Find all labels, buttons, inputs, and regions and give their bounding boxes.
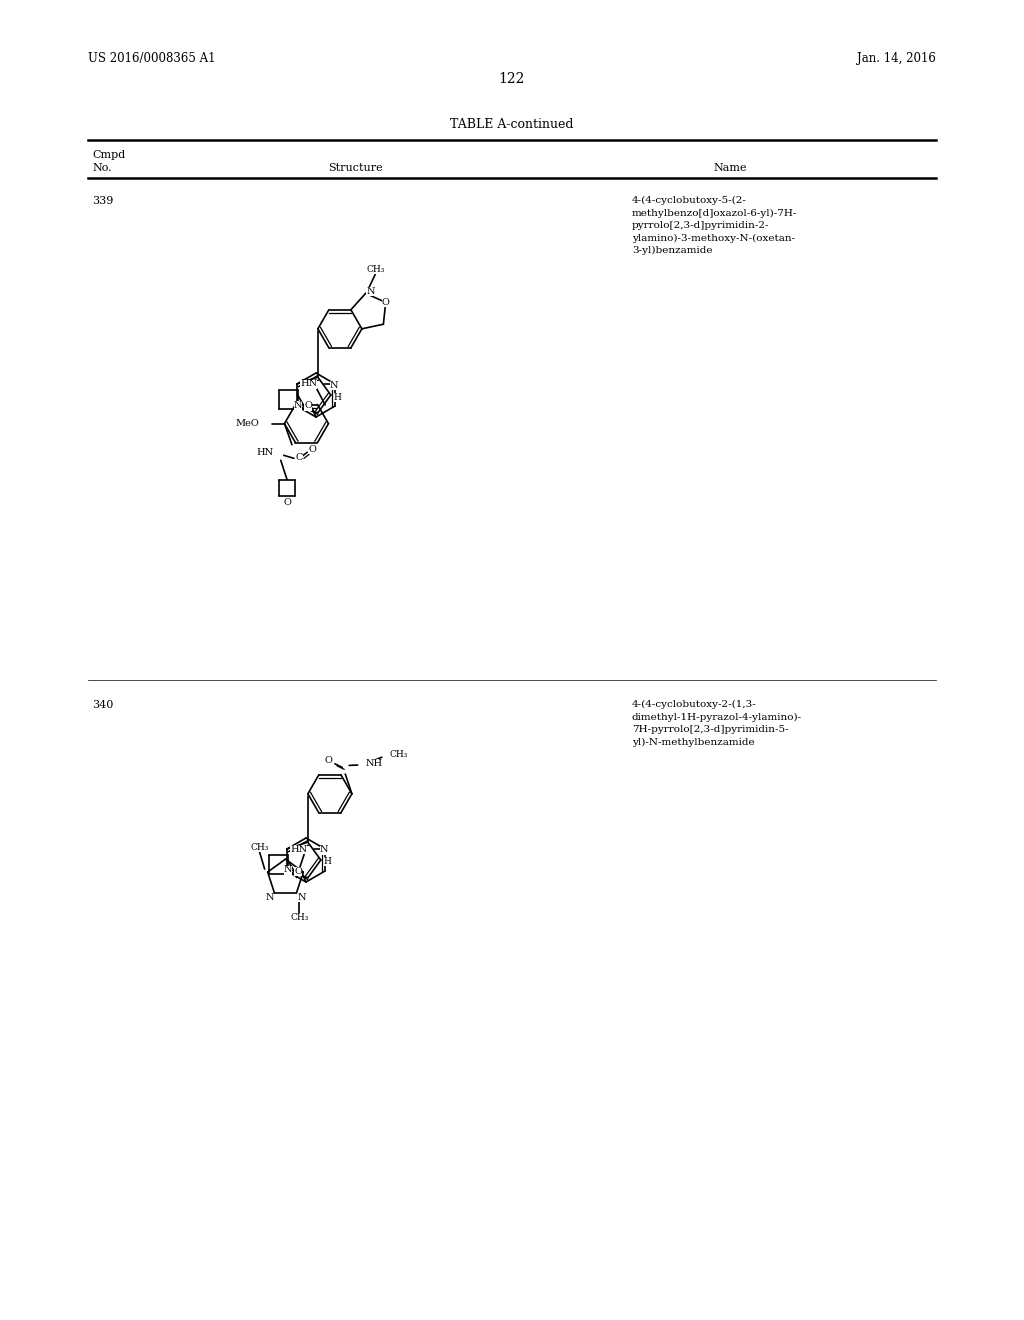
Text: 7H-pyrrolo[2,3-d]pyrimidin-5-: 7H-pyrrolo[2,3-d]pyrimidin-5- <box>632 725 788 734</box>
Text: 4-(4-cyclobutoxy-5-(2-: 4-(4-cyclobutoxy-5-(2- <box>632 195 746 205</box>
Text: O: O <box>325 756 333 766</box>
Text: TABLE A-continued: TABLE A-continued <box>451 117 573 131</box>
Text: O: O <box>283 498 291 507</box>
Text: 4-(4-cyclobutoxy-2-(1,3-: 4-(4-cyclobutoxy-2-(1,3- <box>632 700 757 709</box>
Text: H: H <box>324 858 332 866</box>
Text: N: N <box>330 380 338 389</box>
Text: 122: 122 <box>499 73 525 86</box>
Text: Cmpd: Cmpd <box>92 150 125 160</box>
Text: methylbenzo[d]oxazol-6-yl)-7H-: methylbenzo[d]oxazol-6-yl)-7H- <box>632 209 798 218</box>
Text: N: N <box>294 400 302 409</box>
Text: pyrrolo[2,3-d]pyrimidin-2-: pyrrolo[2,3-d]pyrimidin-2- <box>632 220 769 230</box>
Text: O: O <box>304 401 312 411</box>
Text: US 2016/0008365 A1: US 2016/0008365 A1 <box>88 51 215 65</box>
Text: N: N <box>265 892 273 902</box>
Text: HN: HN <box>291 845 307 854</box>
Text: HN: HN <box>300 380 317 388</box>
Text: H: H <box>334 392 342 401</box>
Text: dimethyl-1H-pyrazol-4-ylamino)-: dimethyl-1H-pyrazol-4-ylamino)- <box>632 713 802 722</box>
Text: No.: No. <box>92 162 112 173</box>
Text: NH: NH <box>366 759 383 767</box>
Text: Name: Name <box>714 162 746 173</box>
Text: N: N <box>297 892 306 902</box>
Text: 339: 339 <box>92 195 114 206</box>
Text: CH₃: CH₃ <box>290 912 308 921</box>
Text: CH₃: CH₃ <box>367 265 385 273</box>
Text: 340: 340 <box>92 700 114 710</box>
Text: O: O <box>294 866 302 875</box>
Text: C: C <box>295 453 303 462</box>
Text: N: N <box>367 286 375 296</box>
Text: N: N <box>319 846 329 854</box>
Text: MeO: MeO <box>236 420 259 428</box>
Text: CH₃: CH₃ <box>251 843 269 853</box>
Text: N: N <box>284 866 292 874</box>
Text: yl)-N-methylbenzamide: yl)-N-methylbenzamide <box>632 738 755 747</box>
Text: Structure: Structure <box>328 162 382 173</box>
Text: 3-yl)benzamide: 3-yl)benzamide <box>632 246 713 255</box>
Text: HN: HN <box>257 447 273 457</box>
Text: Jan. 14, 2016: Jan. 14, 2016 <box>857 51 936 65</box>
Text: O: O <box>308 445 316 454</box>
Text: ylamino)-3-methoxy-N-(oxetan-: ylamino)-3-methoxy-N-(oxetan- <box>632 234 795 243</box>
Text: CH₃: CH₃ <box>390 750 409 759</box>
Text: O: O <box>382 298 389 306</box>
